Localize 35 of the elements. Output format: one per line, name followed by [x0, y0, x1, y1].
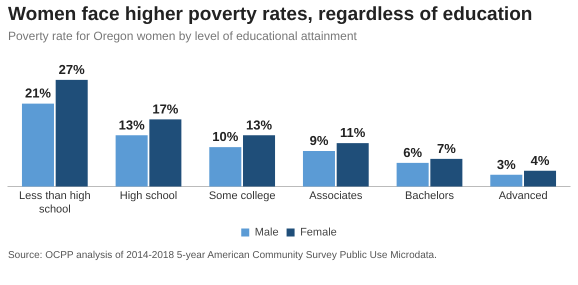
bar: [209, 147, 242, 187]
legend-label: Female: [300, 226, 337, 239]
data-label: 13%: [246, 117, 272, 132]
bar: [302, 151, 335, 187]
x-tick-label: High school: [120, 190, 178, 202]
bar: [116, 135, 148, 187]
bar: [56, 80, 88, 187]
x-tick-label: Less than high school: [19, 190, 91, 216]
chart-title: Women face higher poverty rates, regardless of education: [8, 4, 532, 26]
data-label: 13%: [118, 117, 146, 132]
chart-subtitle: Poverty rate for Oregon women by level of educational attainment: [8, 29, 357, 43]
x-tick-label: Some college: [208, 190, 276, 202]
data-label: 10%: [212, 129, 239, 144]
data-label: 17%: [152, 101, 179, 116]
bar: [243, 135, 276, 187]
data-label: 21%: [24, 86, 52, 101]
legend-label: Male: [254, 226, 279, 239]
data-label: 11%: [340, 125, 366, 140]
bar: [336, 143, 369, 187]
data-label: 6%: [403, 144, 422, 160]
x-tick-label: Associates: [309, 190, 363, 202]
source-note: Source: OCPP analysis of 2014-2018 5-year American Community Survey Public Use Microdata.: [8, 250, 437, 261]
data-label: 9%: [310, 133, 329, 148]
data-label: 27%: [58, 62, 86, 77]
data-label: 3%: [496, 156, 516, 172]
data-label: 4%: [530, 152, 550, 168]
bar: [22, 104, 54, 187]
bar: [524, 170, 556, 187]
bar: [430, 158, 462, 187]
data-label: 7%: [436, 141, 456, 156]
bar: [396, 162, 429, 187]
x-tick-label: Bachelors: [405, 190, 454, 202]
bar: [490, 174, 522, 187]
bar: [149, 119, 182, 187]
x-tick-label: Advanced: [498, 190, 548, 202]
